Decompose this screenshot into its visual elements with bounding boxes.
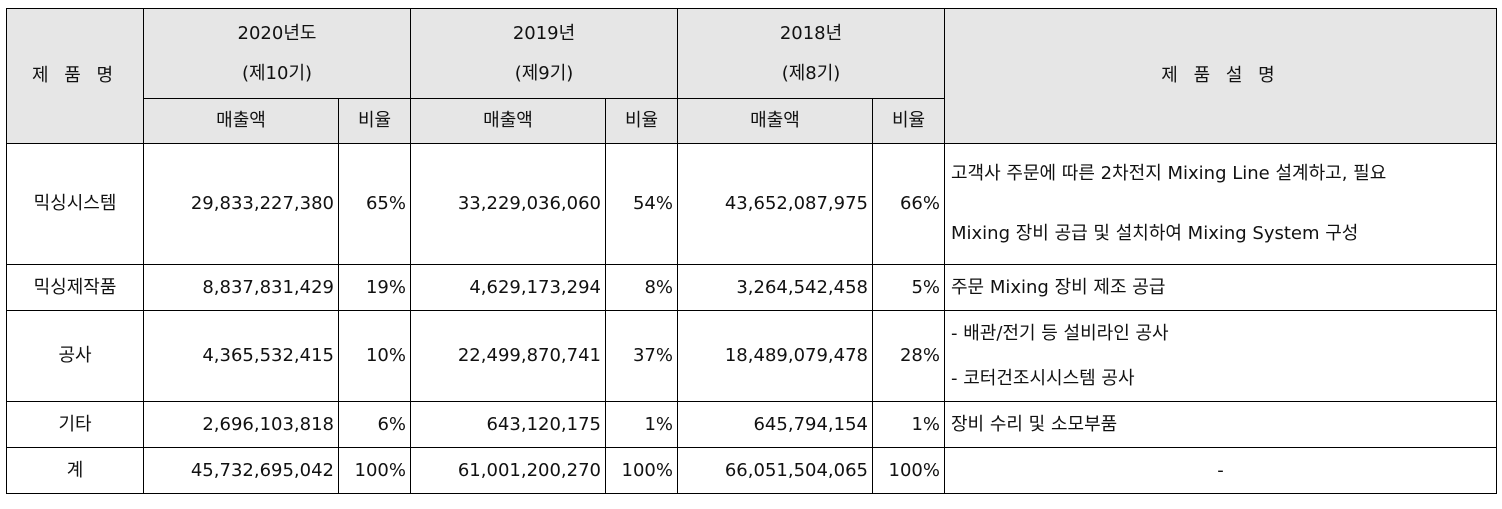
term-label: (제10기)	[241, 62, 313, 84]
description-cell: 주문 Mixing 장비 제조 공급	[944, 264, 1497, 311]
description-line: - 코터건조시시스템 공사	[951, 368, 1135, 389]
ratio-header: 비율	[872, 98, 945, 144]
sales-cell: 643,120,175	[410, 401, 606, 448]
table-row: 믹싱제작품 8,837,831,429 19% 4,629,173,294 8%…	[6, 264, 1497, 311]
sales-cell: 22,499,870,741	[410, 310, 606, 402]
description-cell: 고객사 주문에 따른 2차전지 Mixing Line 설계하고, 필요 Mix…	[944, 143, 1497, 265]
ratio-cell: 1%	[872, 401, 945, 448]
description-header: 제 품 설 명	[944, 8, 1497, 144]
description-line: 장비 수리 및 소모부품	[951, 413, 1118, 435]
table-row: 공사 4,365,532,415 10% 22,499,870,741 37% …	[6, 310, 1497, 402]
description-line: 주문 Mixing 장비 제조 공급	[951, 276, 1166, 298]
year-header-2019: 2019년 (제9기)	[410, 8, 678, 99]
ratio-cell: 66%	[872, 143, 945, 265]
description-cell: -	[944, 447, 1497, 494]
year-label: 2019년	[512, 22, 576, 44]
table-row: 기타 2,696,103,818 6% 643,120,175 1% 645,7…	[6, 401, 1497, 448]
product-name-header: 제 품 명	[6, 8, 144, 144]
sales-cell: 8,837,831,429	[143, 264, 339, 311]
description-line: 고객사 주문에 따른 2차전지 Mixing Line 설계하고, 필요	[951, 163, 1387, 184]
sales-cell: 645,794,154	[677, 401, 873, 448]
ratio-cell: 100%	[872, 447, 945, 494]
product-name-cell: 공사	[6, 310, 144, 402]
sales-cell: 61,001,200,270	[410, 447, 606, 494]
ratio-cell: 28%	[872, 310, 945, 402]
description-cell: - 배관/전기 등 설비라인 공사 - 코터건조시시스템 공사	[944, 310, 1497, 402]
term-label: (제9기)	[514, 62, 574, 84]
product-name-cell: 믹싱시스템	[6, 143, 144, 265]
header-row-years: 제 품 명 2020년도 (제10기) 2019년 (제9기) 2018년 (제…	[6, 8, 1497, 144]
sales-header: 매출액	[677, 98, 873, 144]
product-name-cell: 믹싱제작품	[6, 264, 144, 311]
table-row: 믹싱시스템 29,833,227,380 65% 33,229,036,060 …	[6, 143, 1497, 265]
description-cell: 장비 수리 및 소모부품	[944, 401, 1497, 448]
sales-cell: 18,489,079,478	[677, 310, 873, 402]
year-header-2020: 2020년도 (제10기)	[143, 8, 411, 99]
ratio-header: 비율	[338, 98, 411, 144]
ratio-cell: 5%	[872, 264, 945, 311]
year-label: 2018년	[779, 22, 843, 44]
product-name-cell: 계	[6, 447, 144, 494]
sales-cell: 29,833,227,380	[143, 143, 339, 265]
sales-header: 매출액	[143, 98, 339, 144]
product-sales-table: 제 품 명 2020년도 (제10기) 2019년 (제9기) 2018년 (제…	[6, 8, 1497, 494]
ratio-cell: 19%	[338, 264, 411, 311]
ratio-cell: 1%	[605, 401, 678, 448]
ratio-cell: 54%	[605, 143, 678, 265]
header-row-subcolumns: 매출액 비율 매출액 비율 매출액 비율	[7, 98, 1497, 144]
ratio-cell: 8%	[605, 264, 678, 311]
sales-cell: 3,264,542,458	[677, 264, 873, 311]
sales-cell: 45,732,695,042	[143, 447, 339, 494]
product-name-cell: 기타	[6, 401, 144, 448]
sales-cell: 4,629,173,294	[410, 264, 606, 311]
ratio-header: 비율	[605, 98, 678, 144]
sales-cell: 43,652,087,975	[677, 143, 873, 265]
description-line: -	[1217, 459, 1224, 481]
year-label: 2020년도	[237, 22, 317, 44]
description-line: Mixing 장비 공급 및 설치하여 Mixing System 구성	[951, 223, 1359, 244]
sales-cell: 33,229,036,060	[410, 143, 606, 265]
sales-header: 매출액	[410, 98, 606, 144]
term-label: (제8기)	[781, 62, 841, 84]
ratio-cell: 37%	[605, 310, 678, 402]
ratio-cell: 6%	[338, 401, 411, 448]
ratio-cell: 100%	[605, 447, 678, 494]
description-line: - 배관/전기 등 설비라인 공사	[951, 323, 1169, 344]
sales-cell: 2,696,103,818	[143, 401, 339, 448]
total-row: 계 45,732,695,042 100% 61,001,200,270 100…	[6, 447, 1497, 494]
ratio-cell: 10%	[338, 310, 411, 402]
ratio-cell: 65%	[338, 143, 411, 265]
sales-cell: 4,365,532,415	[143, 310, 339, 402]
ratio-cell: 100%	[338, 447, 411, 494]
sales-cell: 66,051,504,065	[677, 447, 873, 494]
year-header-2018: 2018년 (제8기)	[677, 8, 945, 99]
